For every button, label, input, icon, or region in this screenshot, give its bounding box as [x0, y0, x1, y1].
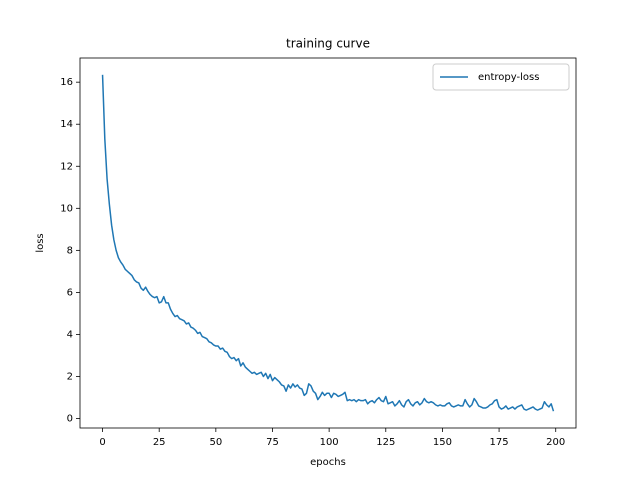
x-axis-label: epochs	[310, 457, 346, 468]
x-tick-label: 150	[433, 437, 452, 448]
chart-title: training curve	[286, 37, 370, 51]
x-tick-label: 125	[376, 437, 395, 448]
y-tick-label: 16	[60, 77, 73, 88]
y-tick-label: 2	[67, 371, 73, 382]
y-tick-label: 8	[67, 245, 73, 256]
x-tick-label: 50	[209, 437, 222, 448]
x-tick-label: 100	[320, 437, 339, 448]
x-tick-label: 200	[546, 437, 565, 448]
y-tick-label: 10	[60, 203, 73, 214]
y-tick-label: 14	[60, 119, 73, 130]
y-tick-label: 12	[60, 161, 73, 172]
x-tick-label: 25	[153, 437, 166, 448]
x-tick-label: 175	[490, 437, 509, 448]
data-line	[101, 74, 555, 412]
legend-label: entropy-loss	[478, 72, 539, 83]
y-tick-label: 0	[67, 414, 73, 425]
y-tick-label: 4	[67, 329, 73, 340]
legend-box	[432, 63, 570, 91]
y-tick-label: 6	[67, 287, 73, 298]
x-tick-label: 0	[99, 437, 105, 448]
y-axis-label: loss	[35, 233, 46, 252]
axes-frame	[79, 57, 577, 429]
x-tick-label: 75	[266, 437, 279, 448]
